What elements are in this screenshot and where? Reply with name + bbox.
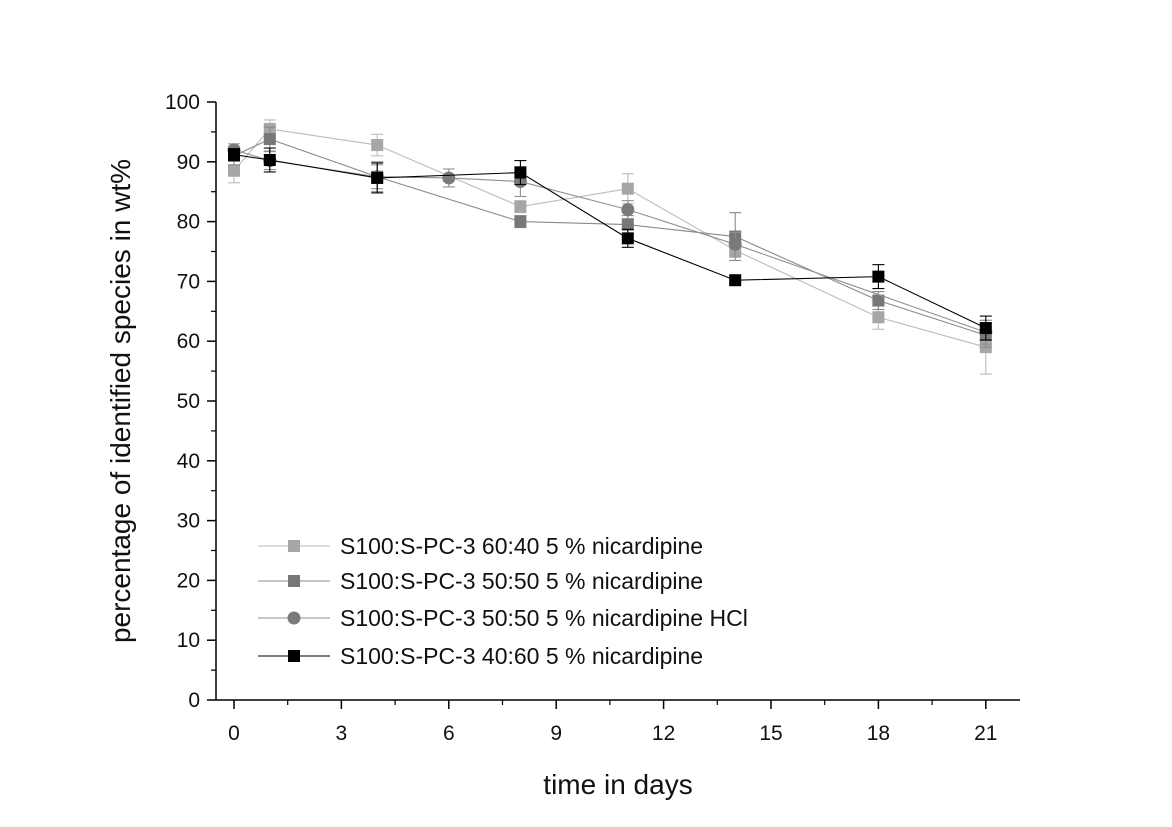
y-tick-label: 10 — [177, 629, 200, 652]
data-point — [621, 203, 635, 217]
legend-marker — [288, 575, 300, 587]
legend-label: S100:S-PC-3 50:50 5 % nicardipine HCl — [340, 605, 748, 631]
y-axis-title: percentage of identified species in wt% — [105, 159, 136, 643]
data-point — [514, 166, 527, 179]
legend-label: S100:S-PC-3 60:40 5 % nicardipine — [340, 533, 703, 559]
x-tick-label: 21 — [974, 722, 997, 745]
data-point — [371, 139, 384, 152]
data-point — [514, 215, 527, 228]
legend-marker — [287, 611, 301, 625]
data-point — [621, 218, 634, 231]
legend-item: S100:S-PC-3 50:50 5 % nicardipine HCl — [258, 605, 748, 631]
series-4 — [228, 147, 992, 341]
y-tick-label: 0 — [188, 689, 200, 712]
legend-marker — [288, 540, 300, 552]
data-point — [263, 154, 276, 167]
data-point — [872, 270, 885, 283]
legend-label: S100:S-PC-3 50:50 5 % nicardipine — [340, 568, 703, 594]
series-1 — [228, 119, 992, 375]
data-point — [442, 171, 456, 185]
data-point — [621, 182, 634, 195]
series-line — [233, 154, 987, 329]
y-tick-label: 60 — [177, 330, 200, 353]
data-point — [371, 171, 384, 184]
data-point — [872, 311, 885, 324]
x-ticks: 0 3 6 9 12 15 18 21 — [228, 700, 997, 745]
data-point — [228, 148, 240, 161]
y-tick-label: 90 — [177, 151, 200, 174]
y-tick-label: 80 — [177, 211, 200, 234]
series-line — [233, 138, 986, 336]
legend: S100:S-PC-3 60:40 5 % nicardipine S100:S-… — [258, 533, 748, 669]
x-tick-label: 0 — [228, 722, 240, 745]
y-tick-label: 70 — [177, 270, 200, 293]
x-axis-title: time in days — [543, 769, 692, 800]
legend-label: S100:S-PC-3 40:60 5 % nicardipine — [340, 643, 703, 669]
series-layer — [227, 119, 993, 375]
data-point — [872, 294, 885, 307]
x-tick-label: 3 — [336, 722, 348, 745]
data-point — [728, 237, 742, 251]
data-point — [514, 200, 527, 213]
data-point — [979, 322, 992, 335]
y-ticks: 0 10 20 30 40 50 60 70 80 90 100 — [165, 91, 216, 712]
y-tick-label: 40 — [177, 450, 200, 473]
legend-item: S100:S-PC-3 60:40 5 % nicardipine — [258, 533, 703, 559]
x-tick-label: 15 — [759, 722, 782, 745]
legend-item: S100:S-PC-3 50:50 5 % nicardipine — [258, 568, 703, 594]
x-tick-label: 9 — [550, 722, 562, 745]
y-tick-label: 30 — [177, 510, 200, 533]
y-tick-label: 50 — [177, 390, 200, 413]
data-point — [228, 164, 240, 177]
x-tick-label: 12 — [652, 722, 675, 745]
data-point — [621, 232, 634, 245]
series-line — [233, 128, 986, 348]
x-tick-label: 6 — [443, 722, 455, 745]
y-tick-label: 100 — [165, 91, 200, 114]
data-point — [263, 133, 276, 146]
legend-item: S100:S-PC-3 40:60 5 % nicardipine — [258, 643, 703, 669]
legend-marker — [288, 650, 300, 662]
data-point — [729, 274, 742, 287]
x-tick-label: 18 — [867, 722, 890, 745]
y-tick-label: 20 — [177, 569, 200, 592]
